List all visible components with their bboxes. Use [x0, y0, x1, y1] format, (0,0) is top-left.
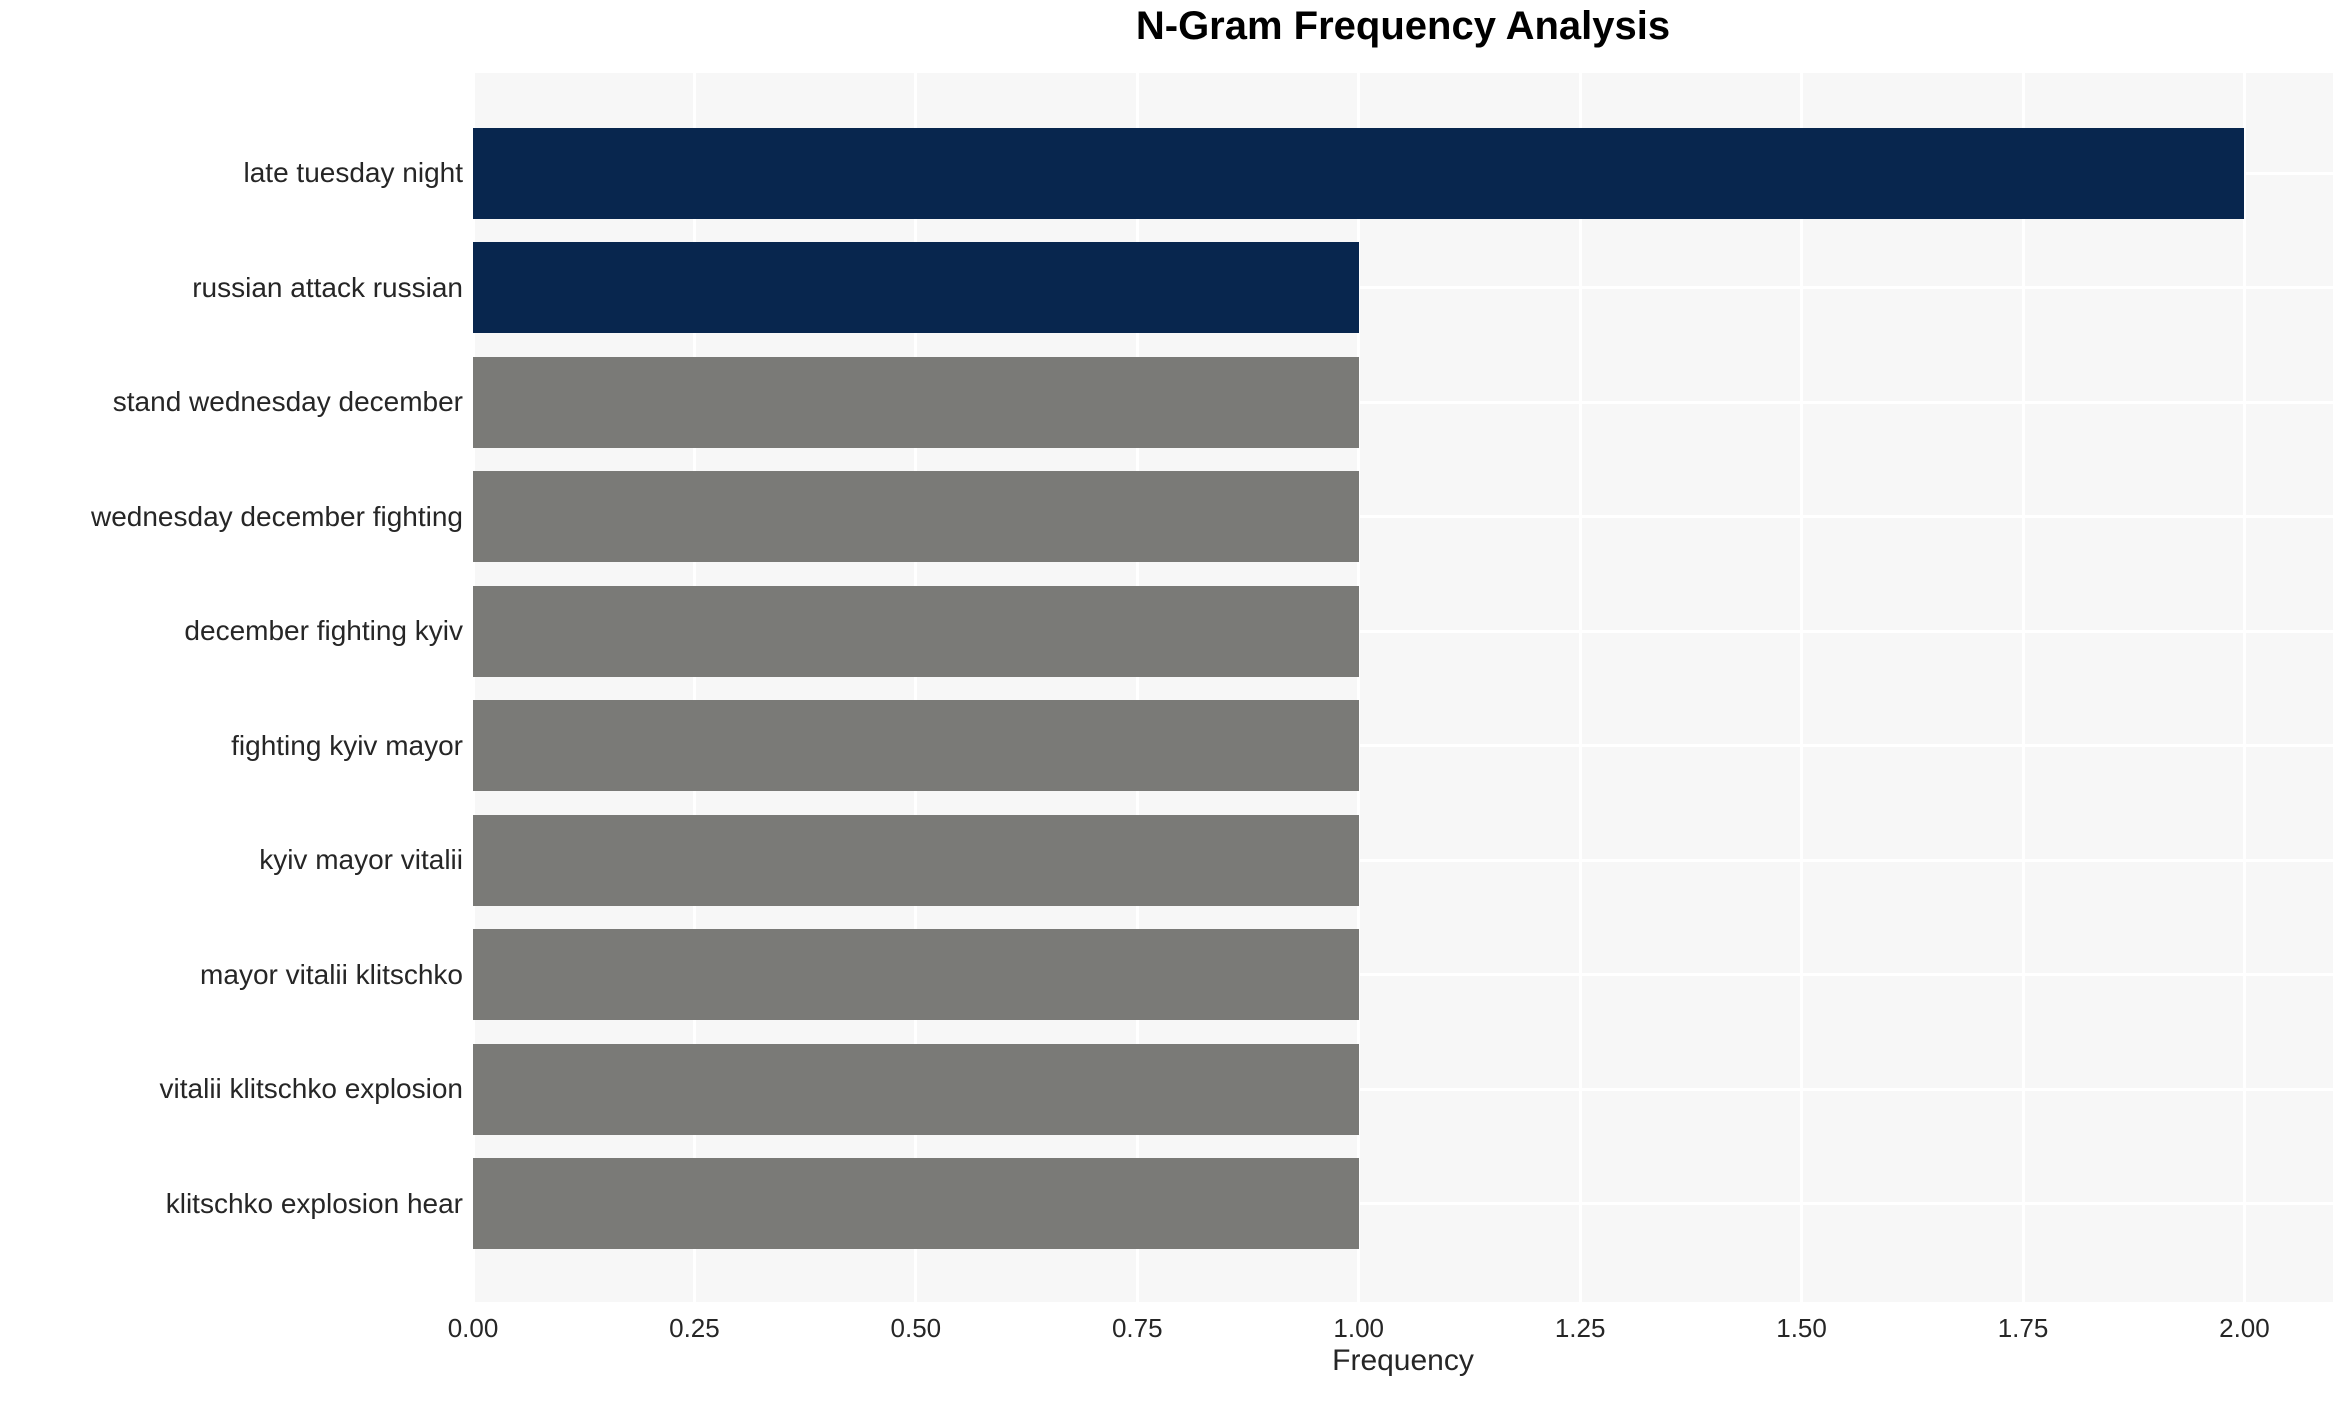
y-tick-label: kyiv mayor vitalii	[259, 844, 463, 876]
y-gridline	[473, 629, 2333, 633]
bar-vitalii-klitschko-explosion	[473, 1043, 1359, 1135]
x-tick-label: 0.50	[890, 1313, 942, 1343]
bar-klitschko-explosion-hear	[473, 1158, 1359, 1250]
chart-title: N-Gram Frequency Analysis	[1135, 4, 1671, 48]
bar-russian-attack-russian	[473, 242, 1359, 334]
y-gridline	[473, 286, 2333, 290]
y-gridline	[473, 858, 2333, 862]
x-axis-title: Frequency	[1332, 1344, 1474, 1377]
x-gridline-1.50	[1800, 73, 1804, 1302]
plot-area	[471, 73, 2333, 1302]
bar-kyiv-mayor-vitalii	[473, 814, 1359, 906]
bar-late-tuesday-night	[473, 127, 2245, 219]
y-gridline	[473, 973, 2333, 977]
bar-mayor-vitalii-klitschko	[473, 929, 1359, 1021]
x-tick-label: 1.00	[1333, 1313, 1384, 1343]
x-tick-label: 0.75	[1111, 1313, 1163, 1343]
x-gridline-2.00	[2242, 73, 2246, 1302]
y-tick-label: stand wednesday december	[112, 386, 463, 418]
y-tick-label: late tuesday night	[243, 157, 464, 189]
x-gridline-0.50	[914, 73, 918, 1302]
y-gridline	[473, 1202, 2333, 1206]
y-tick-label: vitalii klitschko explosion	[159, 1073, 463, 1105]
x-tick-label: 1.50	[1776, 1313, 1827, 1343]
y-gridline	[473, 515, 2333, 519]
x-tick-label: 2.00	[2219, 1313, 2270, 1343]
x-gridline-0.75	[1135, 73, 1139, 1302]
x-gridline-1.25	[1578, 73, 1582, 1302]
y-tick-label: december fighting kyiv	[184, 615, 463, 647]
y-tick-label: klitschko explosion hear	[165, 1187, 463, 1219]
y-gridline	[473, 400, 2333, 404]
y-tick-label: fighting kyiv mayor	[231, 729, 463, 761]
x-gridline-0.25	[692, 73, 696, 1302]
bar-wednesday-december-fighting	[473, 471, 1359, 563]
x-tick-label: 1.75	[1997, 1313, 2049, 1343]
y-tick-label: mayor vitalii klitschko	[200, 958, 463, 990]
x-tick-label: 0.25	[669, 1313, 720, 1343]
y-gridline	[473, 744, 2333, 748]
x-tick-label: 0.00	[447, 1313, 499, 1343]
bar-december-fighting-kyiv	[473, 585, 1359, 677]
x-gridline-1.00	[1357, 73, 1361, 1302]
bar-fighting-kyiv-mayor	[473, 700, 1359, 792]
x-gridline-1.75	[2021, 73, 2025, 1302]
x-gridline-0.00	[471, 73, 475, 1302]
x-tick-label: 1.25	[1554, 1313, 1606, 1343]
y-tick-label: russian attack russian	[192, 271, 463, 303]
bar-stand-wednesday-december	[473, 356, 1359, 448]
y-gridline	[473, 1087, 2333, 1091]
y-tick-label: wednesday december fighting	[90, 500, 463, 532]
